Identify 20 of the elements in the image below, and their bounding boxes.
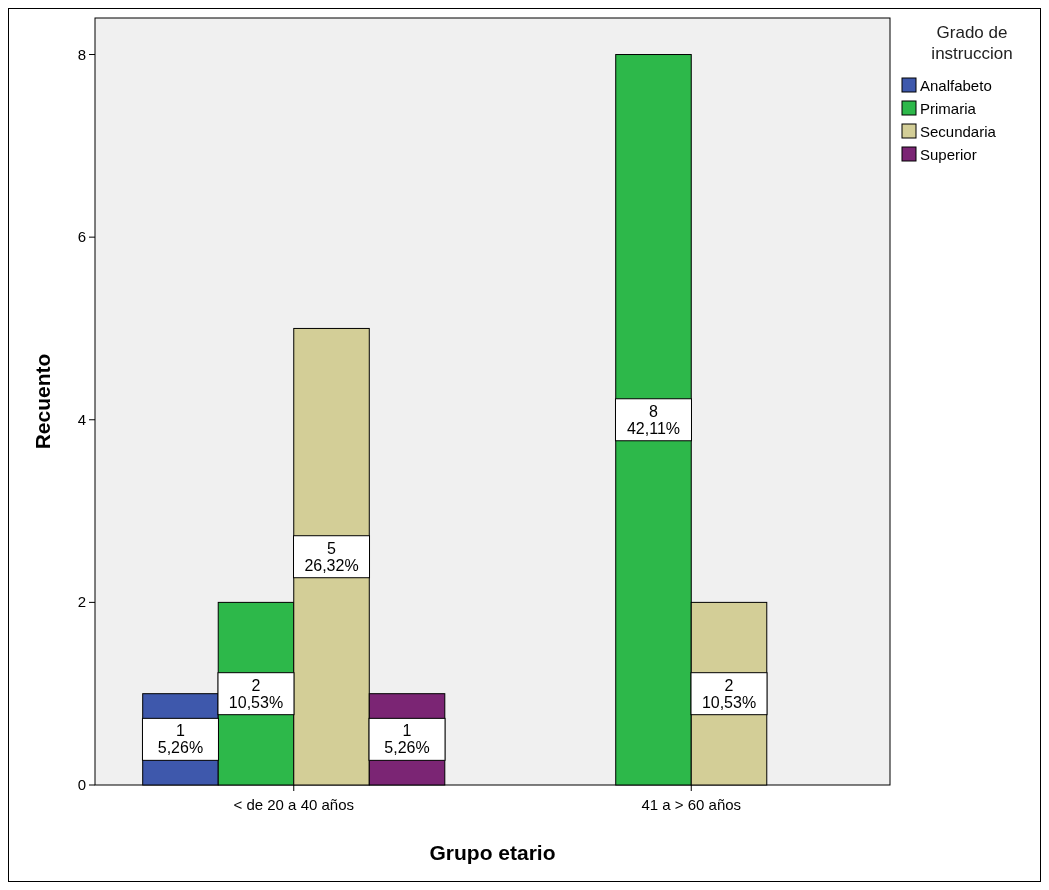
x-axis-title: Grupo etario xyxy=(429,841,556,864)
y-axis-title: Recuento xyxy=(31,353,54,450)
data-label: 5 26,32% xyxy=(304,539,359,574)
legend-label: Superior xyxy=(920,146,977,163)
legend-title: Grado de instruccion xyxy=(931,23,1013,63)
data-label: 2 10,53% xyxy=(701,676,757,711)
y-tick-label: 8 xyxy=(77,45,86,63)
data-label: 8 42,11% xyxy=(626,402,681,437)
data-label: 2 10,53% xyxy=(228,676,284,711)
legend-label: Secundaria xyxy=(920,123,997,140)
y-tick-label: 0 xyxy=(77,776,86,793)
legend-label: Analfabeto xyxy=(920,77,992,94)
y-tick-label: 4 xyxy=(77,410,86,428)
data-label: 1 5,26% xyxy=(157,722,204,757)
legend-label: Primaria xyxy=(920,100,977,117)
x-tick-label: 41 a > 60 años xyxy=(641,796,742,813)
y-tick-label: 2 xyxy=(77,593,86,611)
y-tick-label: 6 xyxy=(77,228,86,246)
data-label: 1 5,26% xyxy=(384,722,430,757)
x-tick-label: < de 20 a 40 años xyxy=(233,796,355,813)
